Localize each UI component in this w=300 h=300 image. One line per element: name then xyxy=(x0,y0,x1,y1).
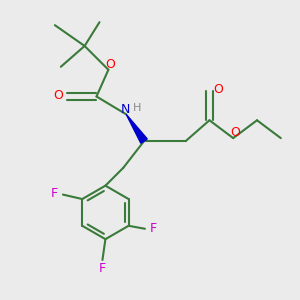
Text: N: N xyxy=(121,103,130,116)
Text: F: F xyxy=(51,188,58,200)
Text: F: F xyxy=(99,262,106,275)
Polygon shape xyxy=(126,114,147,143)
Text: O: O xyxy=(53,89,63,102)
Text: O: O xyxy=(105,58,115,71)
Text: O: O xyxy=(213,82,223,96)
Text: O: O xyxy=(230,126,240,139)
Text: F: F xyxy=(150,222,157,235)
Text: H: H xyxy=(133,103,142,113)
